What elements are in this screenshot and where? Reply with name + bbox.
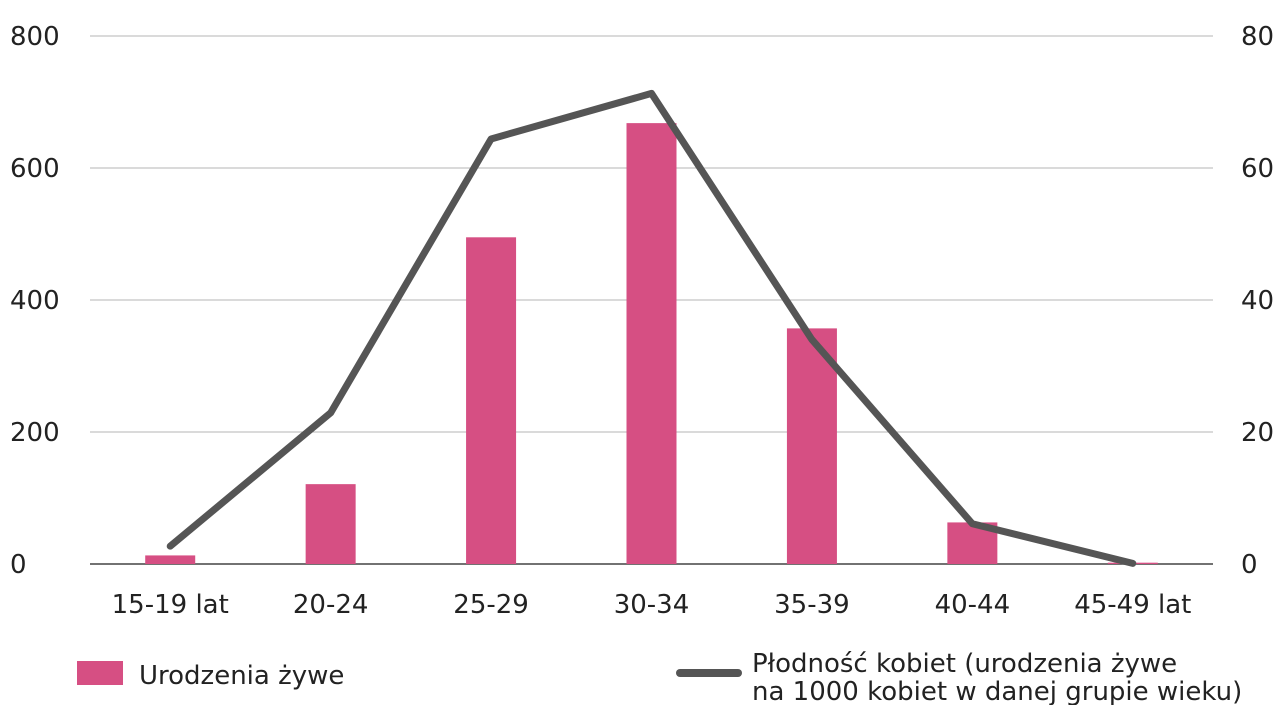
right-y-tick-label: 0 — [1241, 550, 1258, 580]
legend-label-fertility-line2: na 1000 kobiet w danej grupie wieku) — [752, 677, 1242, 705]
right-y-axis: 0 20 40 60 80 — [1241, 22, 1273, 580]
left-y-tick-label: 600 — [10, 154, 60, 184]
bar-series — [145, 123, 1158, 565]
x-tick-label: 30-34 — [614, 590, 690, 620]
left-y-tick-label: 0 — [10, 550, 27, 580]
bar-20-24 — [305, 484, 356, 564]
x-tick-label: 35-39 — [774, 590, 850, 620]
left-y-tick-label: 800 — [10, 22, 60, 52]
legend-label-births: Urodzenia żywe — [139, 661, 344, 691]
x-axis: 15-19 lat 20-24 25-29 30-34 35-39 40-44 45-49 … — [112, 590, 1192, 620]
legend-label-fertility-line1: Płodność kobiet (urodzenia żywe — [752, 649, 1177, 679]
x-tick-label: 40-44 — [935, 590, 1011, 620]
bar-35-39 — [786, 328, 837, 564]
bar-30-34 — [626, 123, 677, 565]
x-tick-label: 20-24 — [293, 590, 369, 620]
right-y-tick-label: 60 — [1241, 154, 1273, 184]
right-y-tick-label: 20 — [1241, 418, 1273, 448]
bar-15-19-lat — [145, 555, 196, 564]
x-tick-label: 45-49 lat — [1074, 590, 1191, 620]
x-tick-label: 15-19 lat — [112, 590, 229, 620]
right-y-tick-label: 80 — [1241, 22, 1273, 52]
left-y-tick-label: 200 — [10, 418, 60, 448]
line-series — [166, 89, 1137, 567]
legend-swatch-births — [77, 661, 123, 685]
left-y-axis: 0 200 400 600 800 — [10, 22, 60, 580]
x-tick-label: 25-29 — [453, 590, 529, 620]
bar-25-29 — [466, 237, 517, 565]
left-y-tick-label: 400 — [10, 286, 60, 316]
right-y-tick-label: 40 — [1241, 286, 1273, 316]
legend: Urodzenia żywe Płodność kobiet (urodzeni… — [77, 649, 1242, 705]
